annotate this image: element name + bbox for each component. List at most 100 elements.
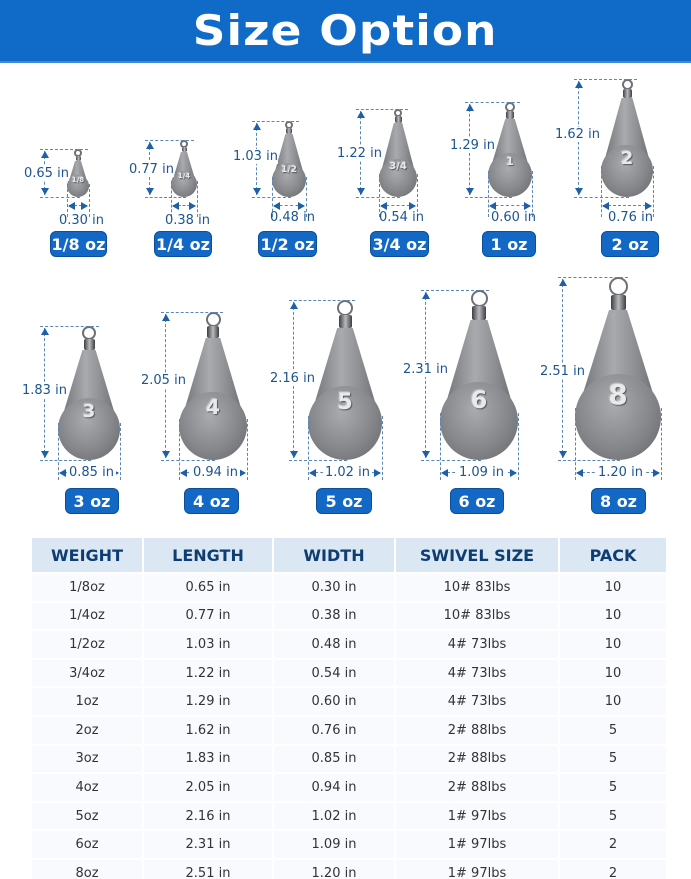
width-right-guide xyxy=(417,174,418,217)
table-row: 2oz 1.62 in 0.76 in 2# 88lbs 5 xyxy=(32,716,666,744)
table-row: 1/2oz 1.03 in 0.48 in 4# 73lbs 10 xyxy=(32,631,666,658)
arrow-left-icon xyxy=(441,468,448,477)
header-banner: Size Option xyxy=(0,0,691,63)
length-cell: 0.77 in xyxy=(144,602,272,630)
arrow-left-icon xyxy=(59,468,66,477)
table-row: 3/4oz 1.22 in 0.54 in 4# 73lbs 10 xyxy=(32,659,666,687)
swivel-size-cell: 2# 88lbs xyxy=(396,774,558,801)
arrow-up-icon xyxy=(289,302,298,309)
arrow-right-icon xyxy=(645,201,652,210)
pack-cell: 10 xyxy=(560,631,666,658)
arrow-left-icon xyxy=(576,468,583,477)
sinker-bulb-shape xyxy=(575,374,661,460)
arrow-down-icon xyxy=(40,188,49,195)
width-cell: 0.94 in xyxy=(274,774,394,801)
arrow-down-icon xyxy=(40,451,49,458)
swivel-eye-icon xyxy=(82,326,96,340)
width-dimension-line xyxy=(490,205,530,206)
header-width: WIDTH xyxy=(274,538,394,572)
swivel-barrel-icon xyxy=(394,116,402,123)
width-left-guide xyxy=(575,408,576,480)
width-cell: 0.76 in xyxy=(274,716,394,744)
width-cell: 1.02 in xyxy=(274,802,394,830)
arrow-down-icon xyxy=(145,188,154,195)
pack-cell: 10 xyxy=(560,602,666,630)
width-label: 0.94 in xyxy=(191,465,240,480)
width-dimension-line xyxy=(69,205,87,206)
length-bottom-guide xyxy=(421,460,481,461)
width-left-guide xyxy=(67,183,68,217)
width-right-guide xyxy=(197,181,198,217)
weight-badge: 1/8 oz xyxy=(50,231,107,257)
sinker-bulb-shape xyxy=(272,163,306,197)
weight-badge: 1/4 oz xyxy=(154,231,212,257)
weight-cell: 6oz xyxy=(32,831,142,858)
swivel-size-cell: 1# 97lbs xyxy=(396,859,558,879)
weight-cell: 5oz xyxy=(32,802,142,830)
length-top-guide xyxy=(421,290,489,291)
width-cell: 0.85 in xyxy=(274,745,394,773)
length-label: 2.31 in xyxy=(403,362,448,377)
length-label: 2.16 in xyxy=(270,371,315,386)
length-label: 2.51 in xyxy=(540,364,585,379)
width-cell: 0.38 in xyxy=(274,602,394,630)
width-left-guide xyxy=(171,181,172,217)
swivel-size-cell: 2# 88lbs xyxy=(396,745,558,773)
pack-cell: 10 xyxy=(560,574,666,601)
weight-badge: 1/2 oz xyxy=(258,231,317,257)
width-left-guide xyxy=(488,170,489,217)
sinker-engraving: 6 xyxy=(470,385,488,414)
length-top-guide xyxy=(40,326,99,327)
arrow-left-icon xyxy=(489,201,496,210)
length-top-guide xyxy=(465,102,520,103)
width-label: 1.02 in xyxy=(323,465,372,480)
length-cell: 1.03 in xyxy=(144,631,272,658)
length-top-guide xyxy=(252,121,299,122)
pack-cell: 5 xyxy=(560,802,666,830)
arrow-right-icon xyxy=(409,201,416,210)
sinker-bulb-shape xyxy=(308,386,382,460)
weight-badge: 5 oz xyxy=(316,488,372,514)
arrow-right-icon xyxy=(189,201,196,210)
swivel-barrel-icon xyxy=(207,326,219,338)
sinker-bulb-shape xyxy=(171,171,197,197)
length-label: 1.62 in xyxy=(555,127,600,142)
arrow-down-icon xyxy=(289,451,298,458)
arrow-right-icon xyxy=(510,468,517,477)
width-label: 0.76 in xyxy=(608,210,653,225)
arrow-down-icon xyxy=(558,451,567,458)
table-row: 5oz 2.16 in 1.02 in 1# 97lbs 5 xyxy=(32,802,666,830)
length-top-guide xyxy=(289,300,355,301)
length-cell: 1.29 in xyxy=(144,688,272,715)
weight-badge: 6 oz xyxy=(450,488,504,514)
length-cell: 2.16 in xyxy=(144,802,272,830)
width-right-guide xyxy=(518,413,519,480)
table-row: 4oz 2.05 in 0.94 in 2# 88lbs 5 xyxy=(32,774,666,801)
table-row: 1/8oz 0.65 in 0.30 in 10# 83lbs 10 xyxy=(32,574,666,601)
width-cell: 0.30 in xyxy=(274,574,394,601)
pack-cell: 2 xyxy=(560,831,666,858)
arrow-right-icon xyxy=(239,468,246,477)
swivel-barrel-icon xyxy=(622,89,632,98)
table-row: 8oz 2.51 in 1.20 in 1# 97lbs 2 xyxy=(32,859,666,879)
length-cell: 2.31 in xyxy=(144,831,272,858)
weight-cell: 3/4oz xyxy=(32,659,142,687)
arrow-right-icon xyxy=(374,468,381,477)
weight-badge: 1 oz xyxy=(482,231,536,257)
width-label: 1.09 in xyxy=(457,465,506,480)
sinker-engraving: 5 xyxy=(337,389,353,415)
width-label: 0.30 in xyxy=(59,213,104,228)
length-label: 1.29 in xyxy=(450,138,495,153)
swivel-barrel-icon xyxy=(83,339,95,350)
length-label: 1.83 in xyxy=(22,383,67,398)
pack-cell: 2 xyxy=(560,859,666,879)
width-label: 0.60 in xyxy=(491,210,536,225)
width-cell: 0.48 in xyxy=(274,631,394,658)
size-spec-table: WEIGHT LENGTH WIDTH SWIVEL SIZE PACK 1/8… xyxy=(30,536,668,879)
sinker-engraving: 1/2 xyxy=(281,164,297,175)
swivel-barrel-icon xyxy=(610,295,626,310)
swivel-eye-icon xyxy=(608,277,628,296)
swivel-size-cell: 4# 73lbs xyxy=(396,688,558,715)
weight-badge: 3/4 oz xyxy=(370,231,429,257)
arrow-up-icon xyxy=(356,111,365,118)
